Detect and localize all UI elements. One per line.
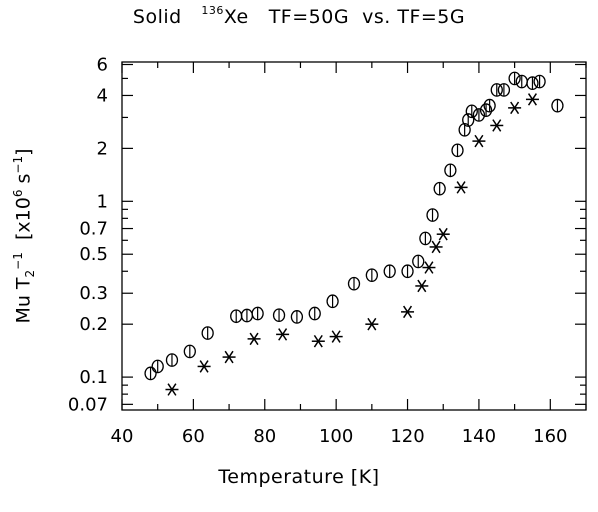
circle-point [490, 83, 503, 97]
asterisk-point [247, 332, 261, 346]
plot-frame [121, 61, 587, 411]
y-tick-label: 2 [97, 138, 108, 159]
x-tick-label: 120 [390, 426, 424, 447]
circle-point [419, 231, 432, 246]
ylabel-t-sup: −1 [10, 252, 25, 270]
y-tick-label: 6 [97, 55, 108, 76]
asterisk-point [525, 93, 539, 106]
title-comparison: TF=50G vs. TF=5G [268, 6, 466, 28]
y-tick-label: 0.5 [79, 244, 108, 265]
chart-title: Solid 136Xe TF=50G vs. TF=5G [0, 4, 598, 28]
circle-point [308, 306, 321, 321]
circle-point [426, 208, 439, 222]
title-element: Xe [223, 6, 249, 28]
circle-point [497, 83, 511, 97]
x-tick-label: 80 [253, 426, 276, 447]
circle-point [472, 108, 486, 122]
ylabel-t: T [12, 277, 35, 290]
circle-point [451, 143, 464, 158]
circle-point [144, 366, 157, 381]
circle-point [508, 71, 521, 86]
x-tick-label: 140 [462, 426, 496, 447]
asterisk-point [429, 240, 443, 254]
x-tick-label: 40 [111, 426, 134, 447]
circle-point [458, 122, 471, 137]
y-tick-label: 0.7 [79, 219, 108, 240]
circle-point [251, 306, 264, 321]
asterisk-point [436, 227, 450, 241]
asterisk-point [508, 101, 522, 115]
ylabel-bracket-open: [x10 [12, 197, 35, 241]
asterisk-point [197, 360, 211, 373]
ylabel-bracket-close: ] [12, 148, 35, 156]
circle-point [151, 359, 164, 374]
y-tick-label: 0.3 [79, 283, 108, 304]
circle-point [165, 353, 179, 367]
circle-point [272, 308, 286, 323]
asterisk-point [329, 330, 343, 343]
x-tick-label: 60 [182, 426, 205, 447]
y-tick-label: 0.1 [79, 367, 108, 388]
circle-point [347, 276, 361, 291]
circle-point [526, 76, 539, 90]
circle-point [433, 181, 446, 196]
asterisk-point [454, 181, 468, 194]
title-prefix: Solid [132, 6, 182, 28]
circle-point [515, 74, 528, 89]
circle-point [383, 264, 396, 279]
asterisk-point [415, 279, 429, 293]
asterisk-point [165, 383, 179, 396]
circle-point [183, 344, 196, 359]
circle-point [551, 98, 564, 113]
y-tick-label: 4 [97, 85, 108, 106]
asterisk-point [472, 134, 486, 148]
circle-point [290, 310, 304, 324]
circle-point [401, 264, 414, 279]
circle-point [483, 98, 496, 113]
ylabel-unit-exp: −1 [10, 155, 25, 174]
y-tick-label: 0.07 [68, 394, 108, 415]
circle-point [326, 294, 339, 309]
y-tick-label: 1 [97, 191, 108, 212]
circle-point [201, 326, 214, 340]
asterisk-point [311, 334, 325, 348]
circle-point [533, 74, 546, 89]
ylabel-exp: 6 [10, 189, 25, 198]
y-tick-label: 0.2 [79, 314, 108, 335]
ylabel-unit: s [12, 173, 35, 184]
asterisk-point [490, 119, 504, 132]
circle-point [412, 254, 425, 269]
ylabel-t-sub: 2 [23, 269, 38, 278]
asterisk-point [422, 261, 436, 274]
circle-point [240, 308, 254, 323]
title-isotope-mass: 136 [201, 4, 224, 17]
x-axis-label: Temperature [K] [218, 466, 380, 488]
x-tick-label: 100 [319, 426, 353, 447]
circle-point [365, 268, 378, 283]
asterisk-point [222, 350, 236, 364]
asterisk-point [276, 328, 290, 341]
circle-point [444, 163, 457, 178]
ylabel-mu: Mu [12, 295, 35, 324]
circle-point [465, 104, 478, 119]
asterisk-point [401, 305, 415, 319]
circle-point [230, 309, 243, 324]
x-tick-label: 160 [533, 426, 567, 447]
asterisk-point [365, 317, 379, 331]
